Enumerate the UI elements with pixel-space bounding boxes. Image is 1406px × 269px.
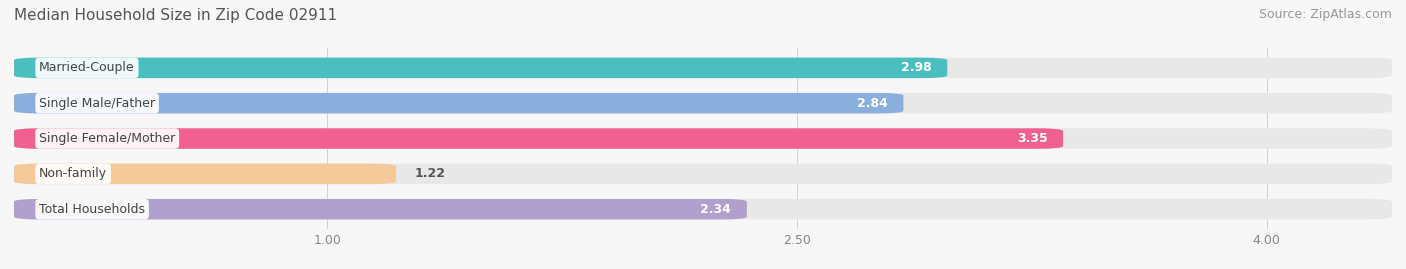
Text: 1.22: 1.22 bbox=[415, 167, 446, 180]
Text: 2.84: 2.84 bbox=[856, 97, 887, 110]
FancyBboxPatch shape bbox=[14, 58, 1392, 78]
Text: Total Households: Total Households bbox=[39, 203, 145, 216]
FancyBboxPatch shape bbox=[14, 164, 1392, 184]
Text: Single Male/Father: Single Male/Father bbox=[39, 97, 155, 110]
FancyBboxPatch shape bbox=[14, 58, 948, 78]
FancyBboxPatch shape bbox=[14, 128, 1063, 149]
FancyBboxPatch shape bbox=[14, 93, 904, 114]
Text: 2.98: 2.98 bbox=[901, 61, 932, 74]
FancyBboxPatch shape bbox=[14, 128, 1392, 149]
Text: Non-family: Non-family bbox=[39, 167, 107, 180]
Text: Single Female/Mother: Single Female/Mother bbox=[39, 132, 176, 145]
Text: 3.35: 3.35 bbox=[1017, 132, 1047, 145]
FancyBboxPatch shape bbox=[14, 199, 747, 220]
Text: Median Household Size in Zip Code 02911: Median Household Size in Zip Code 02911 bbox=[14, 8, 337, 23]
Text: Married-Couple: Married-Couple bbox=[39, 61, 135, 74]
Text: 2.34: 2.34 bbox=[700, 203, 731, 216]
FancyBboxPatch shape bbox=[14, 199, 1392, 220]
FancyBboxPatch shape bbox=[14, 93, 1392, 114]
Text: Source: ZipAtlas.com: Source: ZipAtlas.com bbox=[1258, 8, 1392, 21]
FancyBboxPatch shape bbox=[14, 164, 396, 184]
